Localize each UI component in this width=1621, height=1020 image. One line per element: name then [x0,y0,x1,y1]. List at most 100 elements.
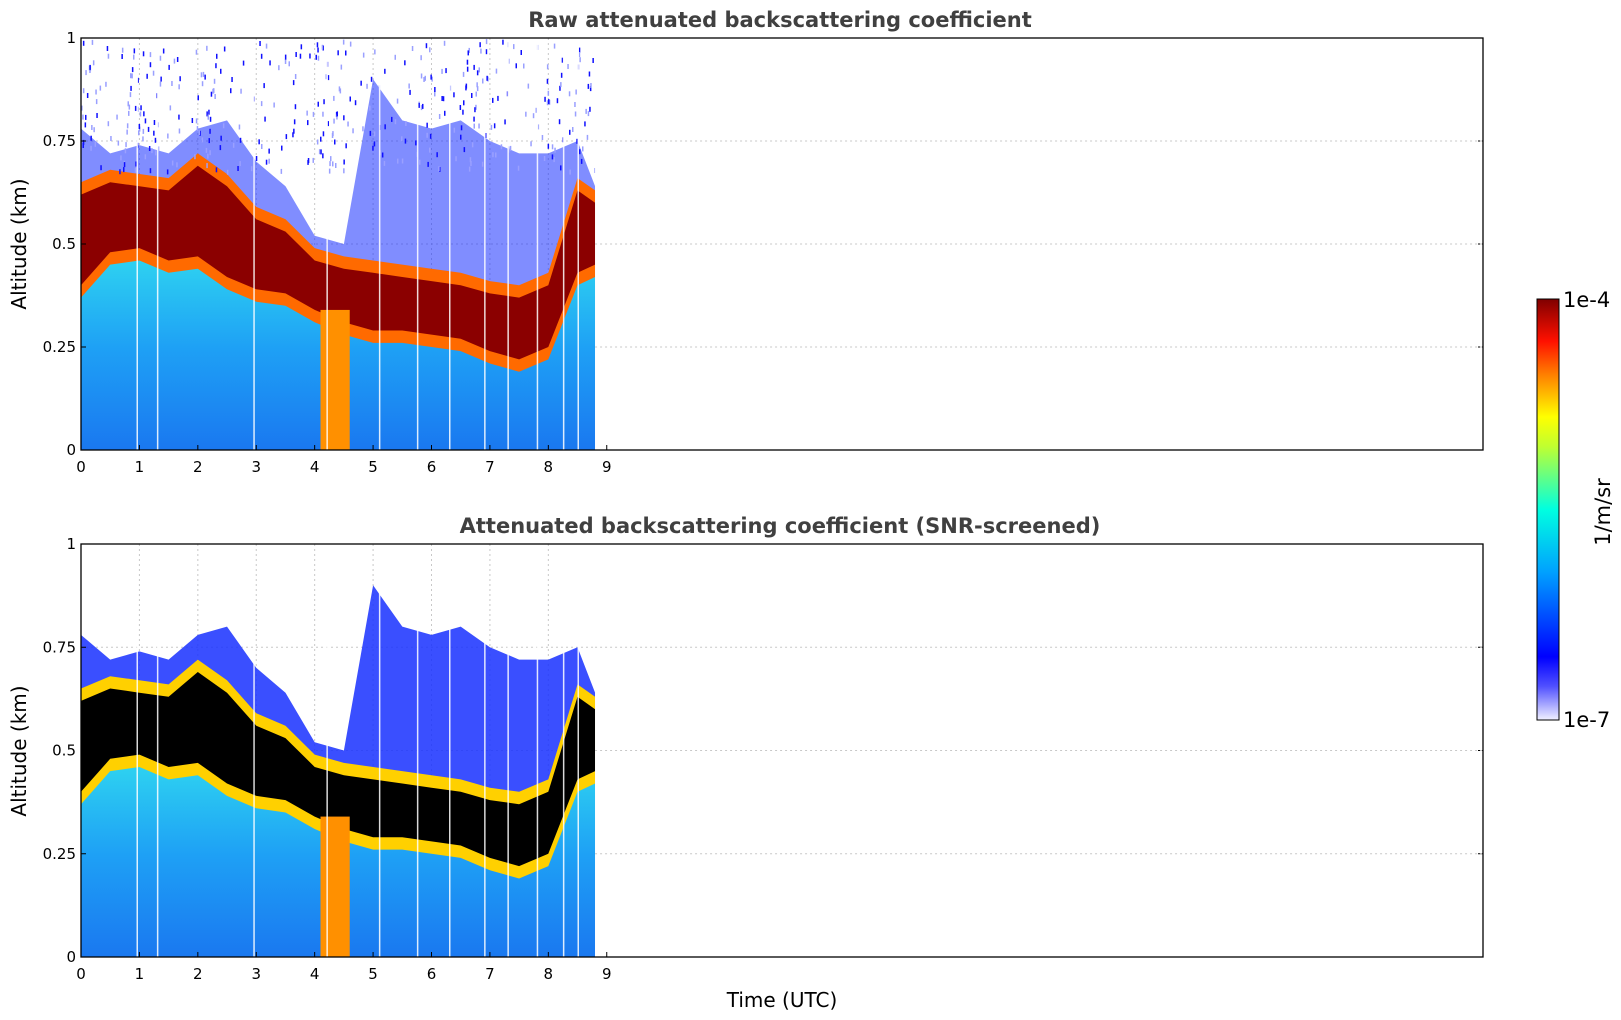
noise-speck [372,145,374,151]
noise-speck [152,70,155,76]
y-tick-label: 0.25 [43,845,76,863]
noise-speck [586,134,589,140]
noise-speck [226,169,229,175]
no-data-region [595,544,1483,957]
noise-speck [124,148,127,154]
noise-speck [332,131,334,137]
noise-speck [153,130,155,136]
noise-speck [546,100,549,106]
noise-speck [422,103,424,109]
noise-speck [492,97,494,103]
noise-speck [576,138,578,144]
noise-speck [280,168,283,174]
noise-speck [445,68,447,74]
noise-speck [149,62,152,68]
noise-speck [546,64,549,70]
noise-speck [366,83,368,89]
noise-speck [143,111,145,117]
noise-speck [269,60,271,66]
x-axis-ticks: 0 1 2 3 4 5 6 7 8 9 [76,445,612,476]
noise-speck [349,41,352,47]
x-tick-label: 1 [135,965,145,983]
noise-speck [89,68,91,73]
noise-speck [84,122,87,128]
noise-speck [560,72,563,78]
noise-speck [425,43,428,49]
noise-speck [322,111,324,117]
y-tick-label: 0 [66,948,76,966]
noise-speck [85,70,87,76]
noise-speck [553,43,556,49]
data-gap [156,544,159,957]
noise-speck [89,64,91,70]
noise-speck [206,111,208,117]
noise-speck [173,58,176,64]
noise-speck [207,114,209,120]
noise-speck [239,137,242,143]
noise-speck [215,167,218,173]
noise-speck [81,105,83,111]
noise-speck [585,108,587,114]
noise-speck [238,124,241,130]
noise-speck [426,132,428,138]
noise-speck [455,156,457,162]
noise-speck [405,121,407,126]
x-axis-ticks: 0 1 2 3 4 5 6 7 8 9 [76,952,612,983]
noise-speck [544,96,546,102]
noise-speck [95,89,97,95]
data-gap [378,544,381,957]
noise-speck [436,152,438,158]
plot-area [80,37,1484,451]
noise-speck [126,123,129,129]
noise-speck [330,156,332,162]
y-tick-label: 0.75 [43,638,76,656]
noise-speck [142,128,145,134]
noise-speck [462,109,464,115]
noise-speck [553,157,555,163]
noise-speck [91,39,94,45]
noise-speck [336,111,338,117]
noise-speck [292,132,294,138]
noise-speck [176,162,178,168]
data-gap [156,38,159,450]
noise-speck [135,161,137,167]
noise-speck [322,153,324,159]
noise-speck [558,119,561,125]
y-axis-label: Altitude (km) [7,178,31,309]
noise-speck [517,165,520,171]
noise-speck [411,46,414,51]
noise-speck [178,128,181,134]
noise-speck [307,159,309,165]
noise-speck [384,68,386,74]
data-gap [562,544,565,957]
data-gap [449,38,451,450]
data-gap [253,544,255,957]
noise-speck [312,111,315,117]
noise-speck [169,105,172,111]
noise-speck [391,116,393,122]
noise-speck [134,105,137,111]
noise-speck [401,136,403,142]
panel-raw: Raw attenuated backscattering coefficien… [7,8,1484,476]
noise-speck [327,75,330,81]
data-gap [136,38,138,450]
noise-speck [394,54,396,60]
noise-speck [306,110,308,116]
noise-speck [316,139,319,145]
noise-speck [237,166,239,171]
noise-speck [427,161,429,167]
noise-speck [264,116,266,122]
noise-speck [594,168,596,173]
noise-speck [154,150,157,156]
noise-speck [342,39,345,45]
noise-speck [273,102,275,108]
noise-speck [220,68,222,74]
noise-speck [369,105,371,111]
noise-speck [467,50,469,56]
noise-speck [439,167,441,172]
y-tick-label: 0.5 [52,742,76,760]
noise-speck [205,147,208,153]
noise-speck [259,41,261,46]
noise-speck [195,118,198,124]
noise-speck [328,168,331,174]
